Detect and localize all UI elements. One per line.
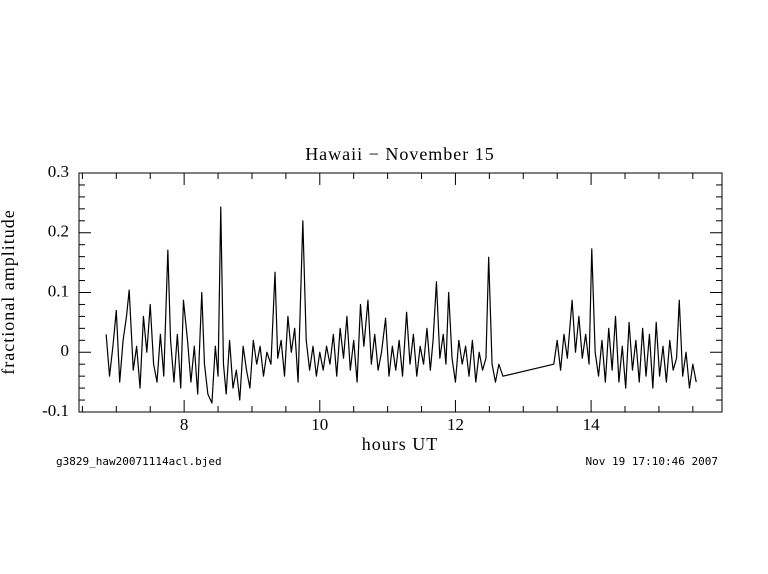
footer-right: Nov 19 17:10:46 2007 — [586, 455, 718, 468]
x-tick-label: 10 — [311, 415, 328, 434]
y-tick-label: 0.3 — [48, 162, 69, 181]
y-tick-label: -0.1 — [42, 401, 69, 420]
footer-left: g3829_haw20071114acl.bjed — [56, 455, 222, 468]
chart-title: Hawaii − November 15 — [305, 144, 495, 164]
light-curve — [105, 206, 697, 404]
y-tick-label: 0.2 — [48, 222, 69, 241]
y-tick-label: 0 — [61, 341, 70, 360]
x-tick-label: 14 — [583, 415, 601, 434]
x-tick-label: 8 — [180, 415, 189, 434]
x-tick-label: 12 — [447, 415, 464, 434]
x-axis-label: hours UT — [362, 434, 439, 454]
y-tick-label: 0.1 — [48, 281, 69, 300]
y-axis-label: fractional amplitude — [0, 209, 18, 374]
plot-frame — [78, 172, 723, 413]
